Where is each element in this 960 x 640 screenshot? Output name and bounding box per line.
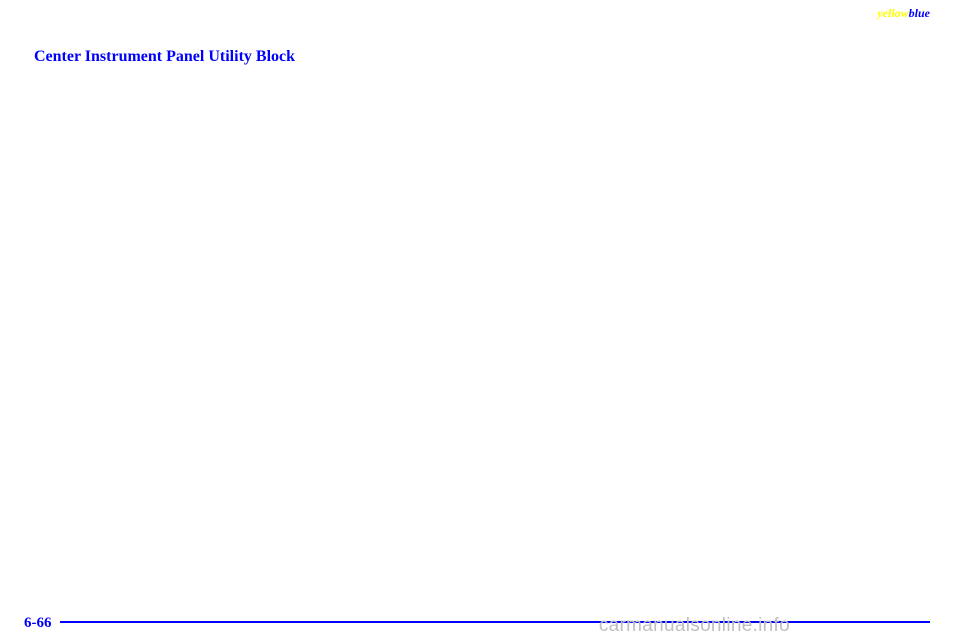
header-yellowblue: yellowblue xyxy=(877,6,930,21)
page-number: 6-66 xyxy=(24,615,52,632)
header-word-blue: blue xyxy=(909,6,930,20)
header-word-yellow: yellow xyxy=(877,6,908,20)
footer-rule xyxy=(60,621,930,623)
watermark-text: carmanualsonline.info xyxy=(599,615,790,637)
section-heading: Center Instrument Panel Utility Block xyxy=(34,48,295,66)
